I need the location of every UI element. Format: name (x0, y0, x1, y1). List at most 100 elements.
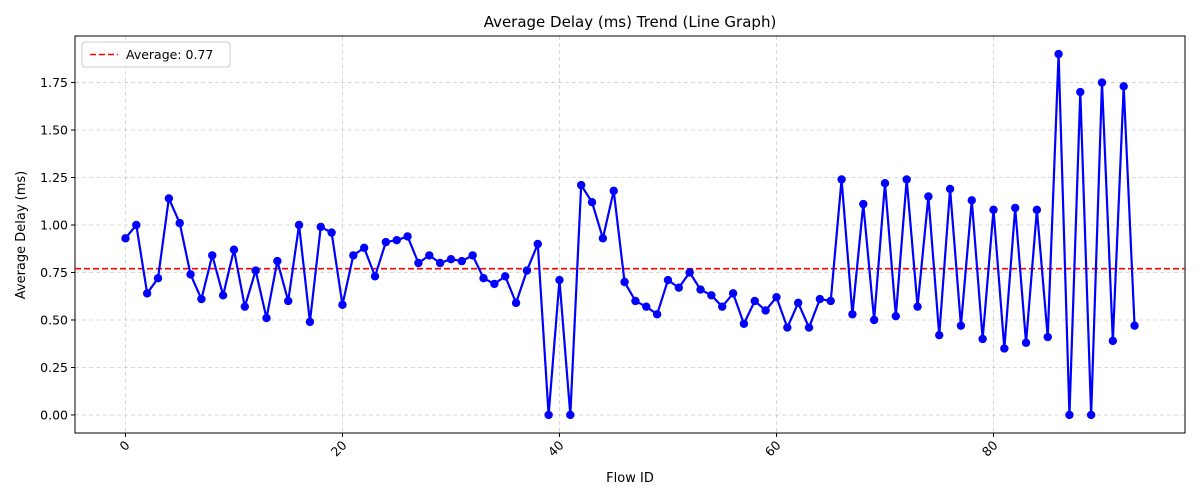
data-point (251, 266, 260, 275)
data-point (1010, 203, 1020, 213)
data-point (826, 296, 835, 306)
data-point (316, 222, 325, 232)
y-axis-title: Average Delay (ms) (14, 171, 29, 300)
data-point (262, 313, 271, 323)
data-point (1086, 410, 1096, 420)
data-point (197, 294, 206, 304)
data-point (229, 245, 239, 254)
data-point (1043, 332, 1052, 342)
y-tick-label: 1.25 (40, 170, 68, 185)
legend-label: Average: 0.77 (126, 47, 213, 62)
data-point (956, 321, 966, 330)
data-point (707, 291, 716, 300)
data-point (359, 243, 369, 252)
data-point (457, 256, 467, 266)
data-point (1021, 338, 1031, 347)
data-point (663, 275, 673, 285)
data-point (1032, 205, 1042, 215)
y-tick-label: 1.75 (40, 75, 68, 90)
data-point (544, 410, 553, 420)
data-point (1076, 87, 1085, 97)
data-point (218, 291, 228, 300)
data-point (913, 302, 922, 311)
data-point (631, 296, 640, 306)
series-line (124, 52, 1136, 417)
data-point (240, 302, 250, 311)
x-axis-title: Flow ID (606, 471, 654, 486)
data-point (620, 277, 629, 287)
data-point (1108, 336, 1118, 346)
y-tick-label: 0.50 (40, 312, 68, 327)
data-point (576, 180, 586, 190)
axes: 0 20 40 60 800.000.250.500.751.001.251.501.7… (40, 35, 1186, 459)
data-point (685, 268, 694, 277)
data-point (338, 300, 347, 309)
data-point (208, 251, 217, 260)
data-point (468, 251, 477, 260)
data-point (989, 205, 998, 215)
data-point (132, 220, 141, 230)
data-point (392, 235, 401, 245)
data-point (273, 256, 282, 266)
legend: Average: 0.77 (81, 41, 231, 68)
data-point (555, 275, 564, 285)
data-point (891, 311, 901, 321)
data-point (978, 334, 987, 344)
data-point (566, 410, 575, 420)
data-point (761, 306, 770, 315)
data-point (815, 294, 825, 304)
data-point (533, 239, 542, 249)
data-point (859, 199, 868, 209)
data-point (945, 184, 955, 194)
data-point (164, 194, 174, 203)
chart-title: Average Delay (ms) Trend (Line Graph) (484, 13, 777, 31)
y-tick-label: 0.75 (40, 265, 68, 280)
data-point (793, 298, 803, 308)
data-point (967, 196, 976, 205)
data-point (186, 270, 195, 279)
data-point (837, 175, 846, 184)
data-point (305, 317, 315, 327)
grid (75, 36, 1185, 433)
data-point (869, 315, 879, 325)
y-tick-label: 1.00 (40, 218, 68, 233)
data-point (425, 251, 434, 260)
data-point (370, 272, 380, 281)
data-point (880, 179, 890, 188)
data-point (696, 285, 705, 294)
y-tick-label: 1.50 (40, 123, 68, 138)
data-point (1054, 49, 1063, 59)
data-point (403, 232, 412, 241)
data-point (501, 272, 510, 281)
legend-box (81, 41, 231, 68)
data-point (153, 273, 163, 283)
plot-frame (74, 35, 1186, 434)
data-point (804, 323, 814, 332)
data-point (1130, 321, 1139, 330)
data-point (772, 292, 781, 302)
data-point (381, 237, 391, 247)
data-point (924, 192, 933, 201)
data-point (1119, 82, 1128, 91)
data-point (1065, 410, 1074, 420)
data-point (522, 266, 532, 275)
data-point (175, 218, 184, 228)
data-point (446, 254, 456, 264)
data-point (435, 258, 445, 268)
data-point (587, 198, 597, 207)
data-point (327, 228, 336, 237)
data-point (511, 298, 521, 308)
data-point (142, 289, 152, 298)
data-point (642, 302, 651, 311)
data-point (902, 175, 911, 184)
data-point (674, 283, 684, 292)
data-point (1097, 78, 1107, 87)
data-point (414, 258, 423, 268)
data-point (935, 330, 944, 340)
series-layer (121, 49, 1139, 420)
data-point (349, 251, 358, 260)
data-point (609, 186, 618, 196)
data-point (652, 310, 662, 319)
